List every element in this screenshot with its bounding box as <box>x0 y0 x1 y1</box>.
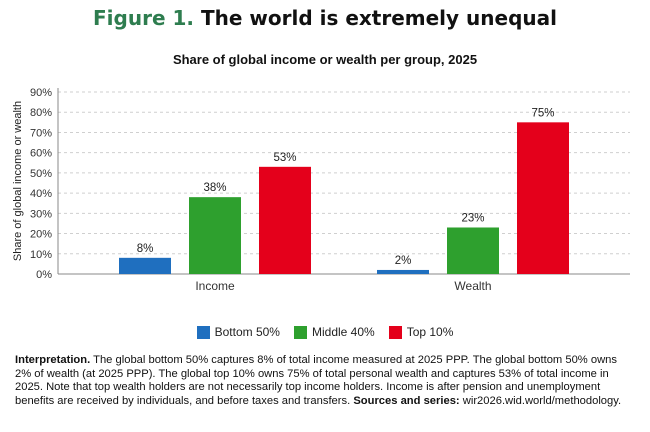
x-category-label: Income <box>195 279 235 293</box>
y-tick-label: 80% <box>30 107 52 119</box>
bar <box>259 166 311 274</box>
legend-item-middle40: Middle 40% <box>293 325 375 339</box>
y-tick-label: 40% <box>30 188 52 200</box>
figure-number: Figure 1. <box>93 6 194 30</box>
figure-title: Figure 1. The world is extremely unequal <box>0 6 650 30</box>
legend-swatch-bottom50 <box>196 325 210 339</box>
y-axis-label: Share of global income or wealth <box>12 101 24 261</box>
y-tick-label: 10% <box>30 249 52 261</box>
legend-label-top10: Top 10% <box>406 325 454 339</box>
bar <box>447 227 499 274</box>
legend-item-top10: Top 10% <box>388 325 454 339</box>
bar-data-label: 75% <box>531 107 554 119</box>
bar <box>517 122 569 274</box>
bar-data-label: 2% <box>395 255 412 267</box>
y-tick-label: 60% <box>30 148 52 160</box>
sources-label: Sources and series: <box>353 394 460 407</box>
bar <box>119 257 171 274</box>
interpretation-label: Interpretation. <box>15 354 91 366</box>
bar <box>377 269 429 274</box>
interpretation-text: The global bottom 50% captures 8% of tot… <box>15 354 617 407</box>
interpretation-note: Interpretation. The global bottom 50% ca… <box>15 354 635 408</box>
bar-data-label: 8% <box>137 243 154 255</box>
sources-text: wir2026.wid.world/methodology. <box>459 394 622 407</box>
y-tick-label: 30% <box>30 208 52 220</box>
y-tick-label: 0% <box>36 269 52 281</box>
y-tick-label: 90% <box>30 87 52 99</box>
chart-title: Share of global income or wealth per gro… <box>172 52 478 67</box>
bar-data-label: 23% <box>461 212 484 224</box>
bar-data-label: 38% <box>203 182 226 194</box>
bar-data-label: 53% <box>273 152 296 164</box>
chart-legend: Bottom 50% Middle 40% Top 10% <box>0 325 650 339</box>
legend-label-middle40: Middle 40% <box>311 325 375 339</box>
y-tick-label: 50% <box>30 168 52 180</box>
legend-item-bottom50: Bottom 50% <box>196 325 280 339</box>
y-tick-label: 70% <box>30 127 52 139</box>
bar-chart: 0% 10% 20% 30% 40% 50% 60% 70% 80% 90% Share of gl… <box>12 87 630 293</box>
figure-heading: The world is extremely unequal <box>200 6 557 30</box>
bar <box>189 197 241 274</box>
legend-label-bottom50: Bottom 50% <box>214 325 280 339</box>
legend-swatch-top10 <box>388 325 402 339</box>
legend-swatch-middle40 <box>293 325 307 339</box>
y-tick-label: 20% <box>30 229 52 241</box>
x-category-label: Wealth <box>454 279 491 293</box>
